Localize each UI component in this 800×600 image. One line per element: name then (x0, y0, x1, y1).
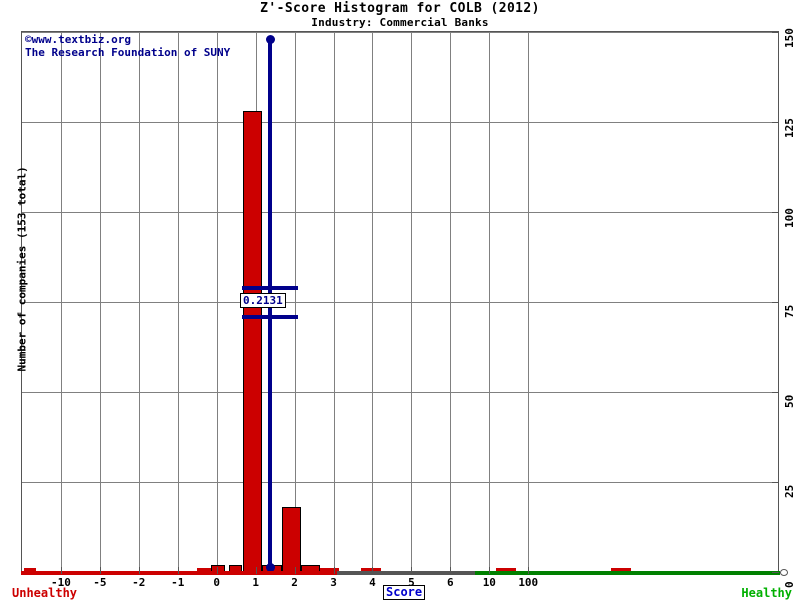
x-tick-label--10: -10 (50, 576, 71, 589)
x-tickmark--2 (138, 567, 140, 574)
gridline-x-2 (294, 32, 296, 572)
x-tick-label--2: -2 (132, 576, 146, 589)
axis-endcap-icon (780, 569, 788, 576)
marker-whisker-upper (242, 285, 298, 290)
x-tickmark-1 (255, 567, 257, 574)
chart-title: Z'-Score Histogram for COLB (2012) (260, 1, 540, 16)
histogram-bar (197, 568, 211, 572)
gridline-x--2 (138, 32, 140, 572)
x-tickmark-3 (333, 567, 335, 574)
x-tick-label-3: 3 (330, 576, 337, 589)
gridline-y-25 (22, 482, 778, 483)
histogram-bar (320, 568, 339, 572)
x-tickmark-6 (450, 567, 452, 574)
y-tick-label-50: 50 (783, 394, 796, 408)
y-tick-label-75: 75 (783, 304, 796, 318)
y-tickmark-0 (772, 572, 779, 573)
histogram-bar (361, 568, 381, 572)
x-tick-label-10: 10 (482, 576, 496, 589)
y-tick-label-150: 150 (783, 28, 796, 48)
gridline-x-100 (528, 32, 530, 572)
plot-area: 0.2131 (21, 31, 779, 573)
x-tickmark--10 (60, 567, 62, 574)
gridline-y-150 (22, 32, 778, 33)
y-tick-label-125: 125 (783, 118, 796, 138)
gridline-x-0 (216, 32, 218, 572)
gridline-x-4 (372, 32, 374, 572)
gridline-x-5 (411, 32, 413, 572)
y-tickmark-125 (772, 122, 779, 123)
gridline-y-50 (22, 392, 778, 393)
x-axis-title: Score (383, 585, 426, 600)
x-tick-label-6: 6 (447, 576, 454, 589)
x-tickmark-5 (411, 567, 413, 574)
gridline-x-6 (450, 32, 452, 572)
gridline-y-100 (22, 212, 778, 213)
x-tick-label-4: 4 (369, 576, 376, 589)
y-tickmark-75 (772, 302, 779, 303)
x-tick-label-1: 1 (252, 576, 259, 589)
chart-subtitle: Industry: Commercial Banks (311, 16, 489, 29)
x-tick-label-100: 100 (518, 576, 539, 589)
gridline-x--1 (177, 32, 179, 572)
y-tick-label-25: 25 (783, 484, 796, 498)
gridline-x--10 (60, 32, 62, 572)
marker-whisker-lower (242, 314, 298, 319)
y-tickmark-50 (772, 392, 779, 393)
histogram-bar (24, 568, 36, 572)
y-axis-title: Number of companies (153 total) (15, 166, 29, 372)
y-tickmark-25 (772, 482, 779, 483)
gridline-x-10 (489, 32, 491, 572)
y-tickmark-150 (772, 32, 779, 33)
x-tick-label-5: 5 (408, 576, 415, 589)
histogram-bar (611, 568, 631, 572)
histogram-bar (496, 568, 516, 572)
x-tick-label-2: 2 (291, 576, 298, 589)
x-tickmark--1 (177, 567, 179, 574)
x-tickmark-0 (216, 567, 218, 574)
x-tickmark-100 (528, 567, 530, 574)
gridline-y-125 (22, 122, 778, 123)
axis-zone-neutral (337, 571, 475, 575)
marker-dot-bottom (266, 563, 275, 572)
histogram-bar (243, 111, 262, 572)
x-tickmark--5 (99, 567, 101, 574)
credit-line-1: ©www.textbiz.org (25, 33, 131, 46)
marker-dot-top (266, 35, 275, 45)
y-tickmark-100 (772, 212, 779, 213)
x-axis-line (21, 571, 780, 575)
x-tickmark-2 (294, 567, 296, 574)
y-tick-label-100: 100 (783, 208, 796, 228)
axis-zone-unhealthy (21, 571, 337, 575)
gridline-y-75 (22, 302, 778, 303)
x-tickmark-10 (489, 567, 491, 574)
gridline-x-3 (333, 32, 335, 572)
x-tick-label--5: -5 (93, 576, 107, 589)
x-tick-label--1: -1 (171, 576, 185, 589)
copyright-credit: ©www.textbiz.org The Research Foundation… (25, 33, 230, 59)
healthy-label: Healthy (741, 586, 792, 600)
x-tick-label-0: 0 (213, 576, 220, 589)
histogram-bar (282, 507, 301, 572)
axis-zone-healthy (475, 571, 780, 575)
marker-value-label: 0.2131 (240, 293, 286, 309)
unhealthy-label: Unhealthy (12, 586, 78, 600)
x-tickmark-4 (372, 567, 374, 574)
credit-line-2: The Research Foundation of SUNY (25, 46, 231, 59)
gridline-x--5 (99, 32, 101, 572)
